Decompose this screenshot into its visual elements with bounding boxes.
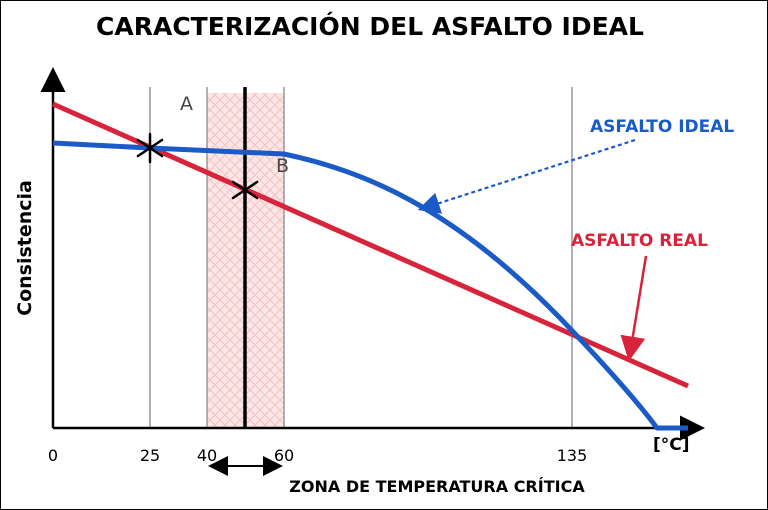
page-title: CARACTERIZACIÓN DEL ASFALTO IDEAL <box>96 11 644 41</box>
intersection-star-icon <box>231 174 259 206</box>
x-tick-label: 25 <box>140 446 160 465</box>
x-tick-label: 0 <box>48 446 58 465</box>
arrow-icon <box>620 255 648 362</box>
real-asphalt-label: ASFALTO REAL <box>571 231 708 251</box>
point-label-a: A <box>180 93 193 115</box>
ideal-asphalt-label: ASFALTO IDEAL <box>590 117 734 137</box>
ideal-asphalt-curve <box>52 140 688 431</box>
point-label-b: B <box>276 155 289 177</box>
critical-zone-label: ZONA DE TEMPERATURA CRÍTICA <box>289 477 585 496</box>
intersection-star-icon <box>136 132 164 164</box>
x-unit-label: [°C] <box>653 435 690 455</box>
y-axis-label: Consistencia <box>14 180 36 316</box>
dashed-arrow-icon <box>417 138 636 214</box>
x-tick-label: 135 <box>557 446 588 465</box>
x-tick-label: 60 <box>274 446 294 465</box>
x-tick-label: 40 <box>197 446 217 465</box>
